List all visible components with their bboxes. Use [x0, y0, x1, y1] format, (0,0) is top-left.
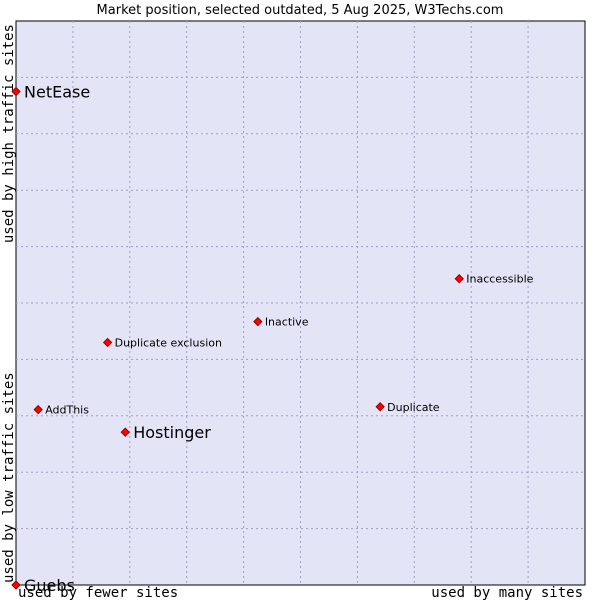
points-layer: NetEase Inaccessible Inactive Duplicate exc…: [11, 83, 534, 595]
data-point-label: Hostinger: [133, 423, 211, 442]
data-point-marker: [102, 337, 113, 348]
data-point-label: Inaccessible: [466, 273, 533, 286]
y-axis-bottom-label: used by low traffic sites: [1, 372, 17, 583]
data-point-label: Duplicate: [387, 401, 440, 414]
data-point-marker: [120, 427, 130, 437]
data-point: Inaccessible: [454, 273, 534, 286]
chart-title: Market position, selected outdated, 5 Au…: [97, 3, 504, 18]
data-point-label: Duplicate exclusion: [115, 336, 222, 349]
data-point-label: AddThis: [45, 404, 89, 417]
data-point: Inactive: [253, 316, 309, 329]
y-axis-top-label: used by high traffic sites: [1, 24, 17, 243]
data-point: AddThis: [33, 404, 89, 417]
data-point-marker: [253, 316, 263, 327]
data-point: Duplicate: [375, 401, 440, 414]
grid-layer: [16, 21, 585, 585]
x-axis-left-label: used by fewer sites: [18, 585, 178, 600]
data-point: NetEase: [11, 83, 90, 102]
x-axis-right-label: used by many sites: [431, 585, 583, 600]
data-point-marker: [33, 404, 43, 415]
data-point: Duplicate exclusion: [102, 336, 222, 349]
data-point-marker: [375, 402, 385, 412]
data-point: Guebs: [11, 576, 75, 595]
data-point-marker: [454, 274, 464, 284]
data-point: Hostinger: [120, 423, 211, 442]
data-point-marker: [11, 580, 21, 590]
data-point-label: Inactive: [265, 316, 309, 329]
data-point-marker: [11, 86, 21, 97]
data-point-label: Guebs: [24, 576, 75, 595]
data-point-label: NetEase: [24, 83, 90, 102]
